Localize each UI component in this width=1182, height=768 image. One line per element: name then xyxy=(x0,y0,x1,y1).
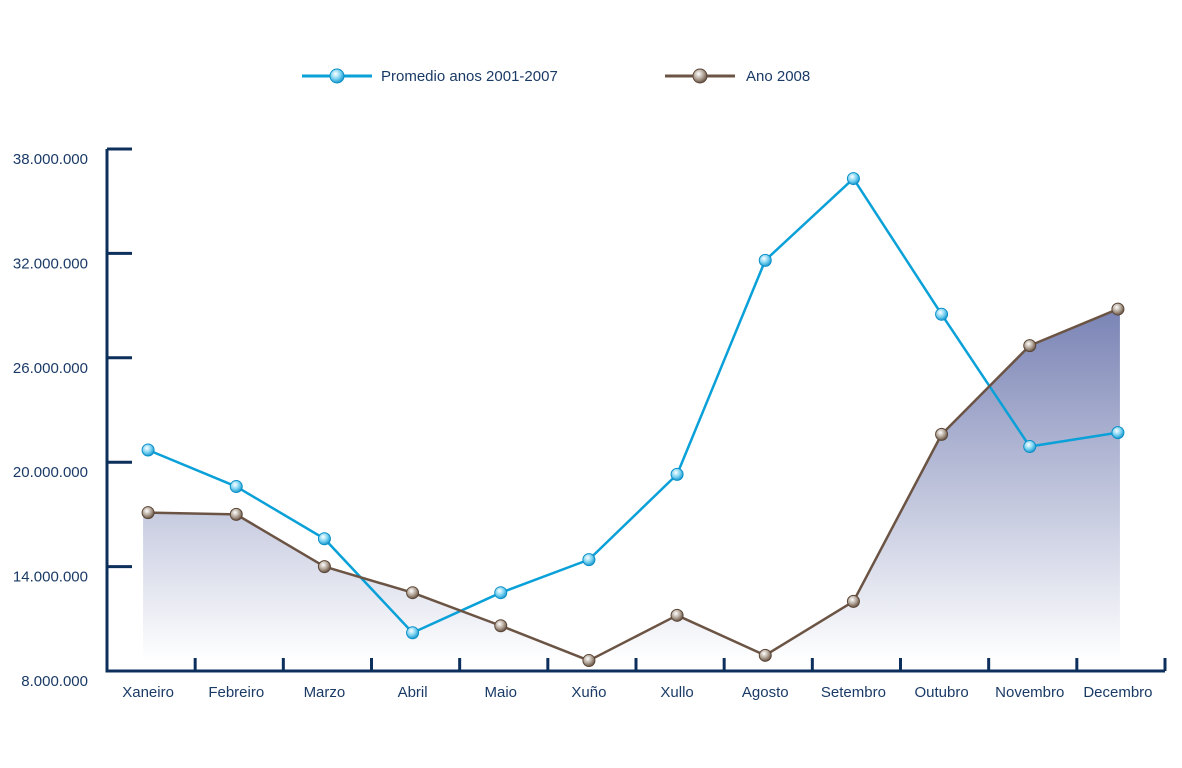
data-point-1-7 xyxy=(758,648,772,662)
series-area-1 xyxy=(143,309,1120,661)
data-point-0-7 xyxy=(758,253,772,267)
data-point-0-8 xyxy=(846,172,860,186)
data-point-1-2 xyxy=(317,560,331,574)
data-point-0-11 xyxy=(1111,426,1125,440)
y-tick-label: 14.000.000 xyxy=(13,569,88,586)
data-point-1-11 xyxy=(1111,302,1125,316)
data-point-0-3 xyxy=(406,626,420,640)
axes: 8.000.000 14.000.000 20.000.000 26.000.000 3… xyxy=(13,147,1167,701)
x-tick-label: Agosto xyxy=(742,684,789,701)
data-point-0-4 xyxy=(494,586,508,600)
data-point-1-3 xyxy=(406,586,420,600)
legend-marker-ano2008 xyxy=(692,68,708,84)
data-point-1-10 xyxy=(1023,339,1037,353)
data-point-0-9 xyxy=(935,307,949,321)
x-tick-label: Outubro xyxy=(914,684,968,701)
y-tick-label: 32.000.000 xyxy=(13,255,88,272)
data-point-0-2 xyxy=(317,532,331,546)
data-point-0-5 xyxy=(582,553,596,567)
y-tick-label: 26.000.000 xyxy=(13,360,88,377)
x-tick-label: Abril xyxy=(398,684,428,701)
legend-marker-promedio xyxy=(329,68,345,84)
x-tick-label: Marzo xyxy=(304,684,346,701)
data-point-1-0 xyxy=(141,506,155,520)
x-tick-label: Xuño xyxy=(571,684,606,701)
data-point-1-1 xyxy=(229,507,243,521)
data-point-0-10 xyxy=(1023,440,1037,454)
x-tick-label: Maio xyxy=(484,684,517,701)
area-layer xyxy=(143,309,1120,661)
x-tick-label: Novembro xyxy=(995,684,1064,701)
series-line-1 xyxy=(148,307,1119,662)
data-point-1-4 xyxy=(494,619,508,633)
x-tick-label: Febreiro xyxy=(208,684,264,701)
legend-label-promedio: Promedio anos 2001-2007 xyxy=(381,68,558,85)
data-point-1-5 xyxy=(582,654,596,668)
series-lines xyxy=(141,172,1125,668)
series-line-0 xyxy=(147,177,1119,634)
legend-label-ano2008: Ano 2008 xyxy=(746,68,810,85)
data-point-0-0 xyxy=(141,443,155,457)
x-tick-label: Xullo xyxy=(660,684,693,701)
x-tick-label: Xaneiro xyxy=(122,684,174,701)
legend: Promedio anos 2001-2007 Ano 2008 xyxy=(302,68,810,85)
data-point-0-6 xyxy=(670,467,684,481)
data-point-1-6 xyxy=(670,608,684,622)
data-point-1-9 xyxy=(935,427,949,441)
data-point-0-1 xyxy=(229,480,243,494)
x-tick-label: Setembro xyxy=(821,684,886,701)
data-point-1-8 xyxy=(846,594,860,608)
y-tick-label: 8.000.000 xyxy=(21,673,88,690)
y-tick-label: 20.000.000 xyxy=(13,464,88,481)
x-tick-label: Decembro xyxy=(1083,684,1152,701)
y-tick-label: 38.000.000 xyxy=(13,151,88,168)
